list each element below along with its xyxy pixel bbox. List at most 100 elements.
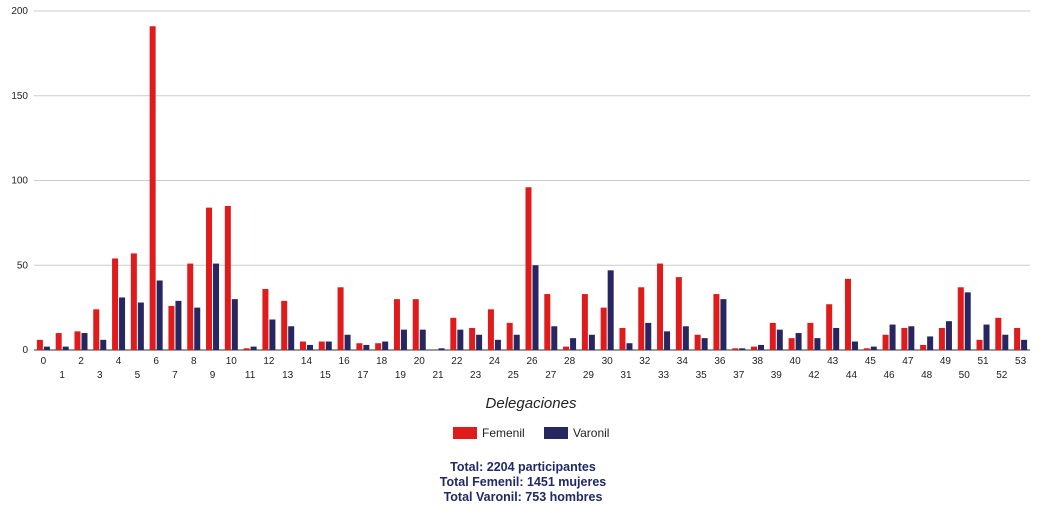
bar-femenil-53[interactable] bbox=[1014, 327, 1021, 350]
bar-varonil-44[interactable] bbox=[851, 341, 858, 350]
bar-femenil-5[interactable] bbox=[130, 253, 137, 350]
bar-varonil-9[interactable] bbox=[213, 263, 220, 350]
bar-varonil-36[interactable] bbox=[720, 299, 727, 350]
bar-femenil-3[interactable] bbox=[93, 309, 100, 350]
bar-femenil-27[interactable] bbox=[544, 294, 551, 350]
bar-femenil-30[interactable] bbox=[600, 307, 607, 351]
bar-femenil-4[interactable] bbox=[112, 258, 119, 350]
bar-femenil-51[interactable] bbox=[976, 339, 983, 350]
bar-femenil-33[interactable] bbox=[657, 263, 664, 350]
bar-femenil-19[interactable] bbox=[393, 299, 400, 350]
bar-femenil-7[interactable] bbox=[168, 305, 175, 350]
bar-varonil-43[interactable] bbox=[833, 327, 840, 350]
bar-varonil-22[interactable] bbox=[457, 329, 464, 350]
bar-varonil-20[interactable] bbox=[419, 329, 426, 350]
bar-varonil-48[interactable] bbox=[927, 336, 934, 350]
bar-femenil-6[interactable] bbox=[149, 26, 156, 350]
bar-varonil-28[interactable] bbox=[570, 338, 577, 350]
bar-varonil-10[interactable] bbox=[231, 299, 238, 350]
bar-femenil-29[interactable] bbox=[581, 294, 588, 350]
bar-varonil-39[interactable] bbox=[776, 329, 783, 350]
bar-femenil-38[interactable] bbox=[751, 346, 758, 350]
bar-varonil-26[interactable] bbox=[532, 265, 539, 350]
bar-femenil-12[interactable] bbox=[262, 288, 269, 350]
bar-femenil-40[interactable] bbox=[788, 338, 795, 350]
bar-femenil-10[interactable] bbox=[224, 205, 231, 350]
bar-femenil-23[interactable] bbox=[469, 327, 476, 350]
bar-varonil-29[interactable] bbox=[588, 334, 595, 350]
bar-varonil-47[interactable] bbox=[908, 326, 915, 350]
bar-femenil-39[interactable] bbox=[769, 322, 776, 350]
bar-varonil-15[interactable] bbox=[325, 341, 332, 350]
bar-femenil-14[interactable] bbox=[299, 341, 306, 350]
bar-varonil-32[interactable] bbox=[645, 322, 652, 350]
bar-femenil-42[interactable] bbox=[807, 322, 814, 350]
bar-femenil-18[interactable] bbox=[375, 343, 382, 350]
bar-varonil-7[interactable] bbox=[175, 300, 182, 350]
bar-femenil-0[interactable] bbox=[36, 339, 43, 350]
bar-femenil-47[interactable] bbox=[901, 327, 908, 350]
bar-femenil-50[interactable] bbox=[957, 287, 964, 350]
bar-varonil-52[interactable] bbox=[1002, 334, 1009, 350]
bar-varonil-17[interactable] bbox=[363, 344, 370, 350]
bar-varonil-37[interactable] bbox=[739, 348, 746, 350]
bar-varonil-30[interactable] bbox=[607, 270, 614, 350]
bar-femenil-13[interactable] bbox=[281, 300, 288, 350]
bar-femenil-17[interactable] bbox=[356, 343, 363, 350]
bar-femenil-26[interactable] bbox=[525, 187, 532, 350]
bar-femenil-16[interactable] bbox=[337, 287, 344, 350]
bar-femenil-52[interactable] bbox=[995, 317, 1002, 350]
bar-varonil-24[interactable] bbox=[494, 339, 501, 350]
bar-femenil-44[interactable] bbox=[844, 278, 851, 350]
bar-varonil-13[interactable] bbox=[288, 326, 295, 350]
bar-varonil-33[interactable] bbox=[664, 331, 671, 350]
bar-femenil-43[interactable] bbox=[826, 304, 833, 350]
bar-varonil-16[interactable] bbox=[344, 334, 351, 350]
bar-varonil-21[interactable] bbox=[438, 348, 445, 350]
bar-femenil-31[interactable] bbox=[619, 327, 626, 350]
bar-femenil-32[interactable] bbox=[638, 287, 645, 350]
bar-varonil-46[interactable] bbox=[889, 324, 896, 350]
bar-femenil-28[interactable] bbox=[563, 346, 570, 350]
bar-varonil-8[interactable] bbox=[194, 307, 201, 351]
bar-femenil-48[interactable] bbox=[920, 344, 927, 350]
bar-femenil-46[interactable] bbox=[882, 334, 889, 350]
bar-varonil-5[interactable] bbox=[137, 302, 144, 350]
bar-femenil-49[interactable] bbox=[938, 327, 945, 350]
bar-varonil-12[interactable] bbox=[269, 319, 276, 350]
bar-varonil-53[interactable] bbox=[1021, 339, 1028, 350]
bar-varonil-19[interactable] bbox=[400, 329, 407, 350]
bar-femenil-15[interactable] bbox=[318, 341, 325, 350]
bar-femenil-25[interactable] bbox=[506, 322, 513, 350]
bar-femenil-37[interactable] bbox=[732, 348, 739, 350]
bar-varonil-42[interactable] bbox=[814, 338, 821, 350]
bar-varonil-34[interactable] bbox=[682, 326, 689, 350]
bar-femenil-1[interactable] bbox=[55, 333, 62, 350]
bar-femenil-36[interactable] bbox=[713, 294, 720, 350]
bar-femenil-45[interactable] bbox=[863, 348, 870, 350]
bar-varonil-2[interactable] bbox=[81, 333, 88, 350]
bar-varonil-45[interactable] bbox=[870, 346, 877, 350]
bar-femenil-11[interactable] bbox=[243, 348, 250, 350]
bar-varonil-0[interactable] bbox=[43, 346, 50, 350]
bar-varonil-18[interactable] bbox=[382, 341, 389, 350]
bar-femenil-8[interactable] bbox=[187, 263, 194, 350]
bar-varonil-51[interactable] bbox=[983, 324, 990, 350]
bar-femenil-24[interactable] bbox=[487, 309, 494, 350]
bar-varonil-38[interactable] bbox=[758, 344, 765, 350]
bar-varonil-23[interactable] bbox=[476, 334, 483, 350]
legend-swatch-varonil[interactable] bbox=[544, 427, 568, 439]
bar-varonil-3[interactable] bbox=[100, 339, 107, 350]
bar-varonil-49[interactable] bbox=[945, 321, 952, 350]
bar-femenil-34[interactable] bbox=[675, 277, 682, 350]
bar-varonil-25[interactable] bbox=[513, 334, 520, 350]
bar-varonil-27[interactable] bbox=[551, 326, 558, 350]
bar-varonil-1[interactable] bbox=[62, 346, 69, 350]
bar-varonil-35[interactable] bbox=[701, 338, 708, 350]
bar-femenil-2[interactable] bbox=[74, 331, 81, 350]
bar-varonil-31[interactable] bbox=[626, 343, 633, 350]
bar-varonil-6[interactable] bbox=[156, 280, 163, 351]
bar-varonil-14[interactable] bbox=[306, 344, 313, 350]
bar-varonil-40[interactable] bbox=[795, 333, 802, 350]
bar-femenil-35[interactable] bbox=[694, 334, 701, 350]
